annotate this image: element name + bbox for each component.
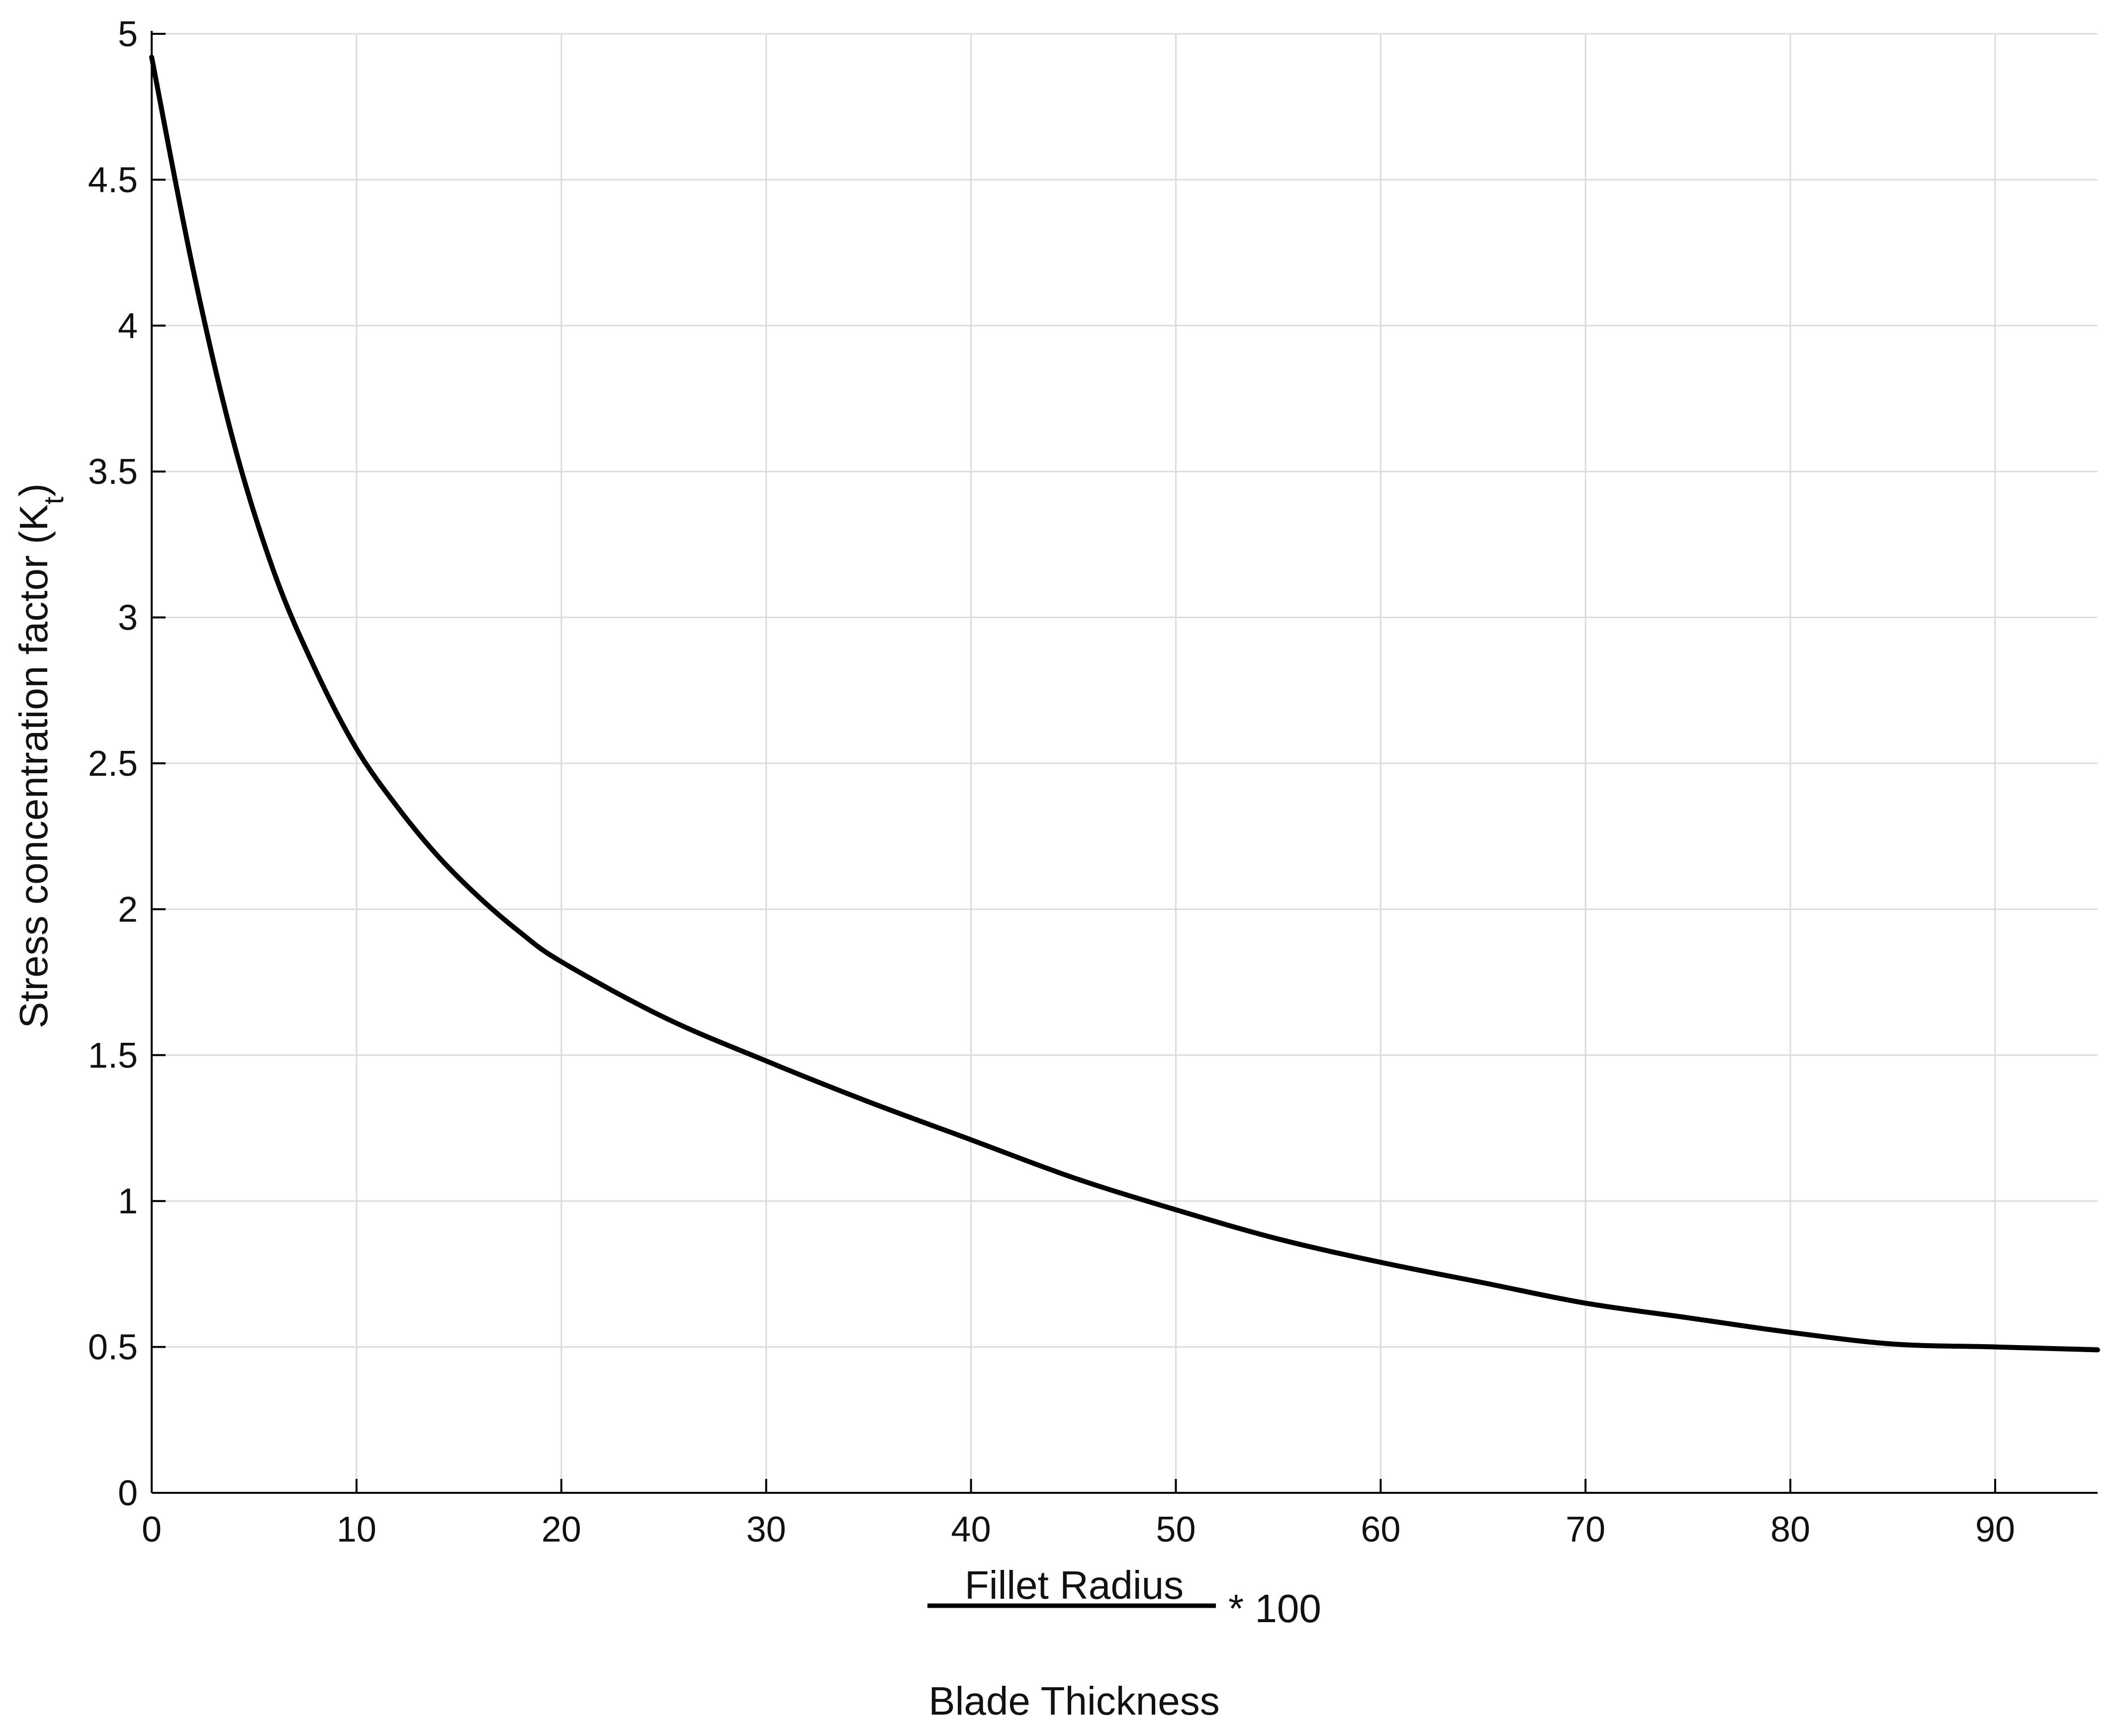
y-tick-label-3: 3 — [118, 598, 138, 638]
y-axis-title-suffix: ) — [11, 483, 56, 497]
x-tick-label-20: 20 — [542, 1510, 581, 1550]
y-axis-title: Stress concentration factor (Kt) — [11, 483, 69, 1028]
y-tick-label-2.5: 2.5 — [88, 744, 138, 784]
x-tick-label-10: 10 — [337, 1510, 376, 1550]
x-tick-label-50: 50 — [1156, 1510, 1195, 1550]
x-axis-title-multiplier: * 100 — [1228, 1586, 1321, 1631]
y-tick-label-5: 5 — [118, 14, 138, 54]
y-axis-title-text: Stress concentration factor (K — [11, 504, 56, 1028]
y-axis-title-subscript: t — [38, 496, 69, 504]
tick-labels: 0 10 20 30 40 50 60 70 80 90 0 0.5 1 1.5 2 2.5 3 3.5 4 4.5 5 — [88, 14, 2015, 1550]
y-tick-label-0.5: 0.5 — [88, 1328, 138, 1368]
y-tick-label-4: 4 — [118, 306, 138, 346]
y-tick-label-0: 0 — [118, 1473, 138, 1513]
y-tick-label-3.5: 3.5 — [88, 452, 138, 492]
x-tick-label-60: 60 — [1361, 1510, 1400, 1550]
x-axis-title-denominator: Blade Thickness — [928, 1679, 1220, 1723]
series-line-1 — [149, 54, 2100, 1353]
x-tick-label-70: 70 — [1565, 1510, 1605, 1550]
x-tick-label-30: 30 — [746, 1510, 786, 1550]
x-tick-label-80: 80 — [1770, 1510, 1810, 1550]
y-tick-label-4.5: 4.5 — [88, 160, 138, 200]
y-tick-label-1: 1 — [118, 1182, 138, 1221]
y-tick-label-1.5: 1.5 — [88, 1036, 138, 1076]
grid — [152, 33, 2098, 1493]
series — [149, 54, 2100, 1353]
x-axis-title-numerator: Fillet Radius — [965, 1563, 1184, 1607]
axes — [151, 31, 2098, 1494]
x-tick-label-40: 40 — [951, 1510, 991, 1550]
x-tick-label-90: 90 — [1975, 1510, 2015, 1550]
y-tick-label-2: 2 — [118, 890, 138, 929]
x-tick-label-0: 0 — [142, 1510, 162, 1550]
